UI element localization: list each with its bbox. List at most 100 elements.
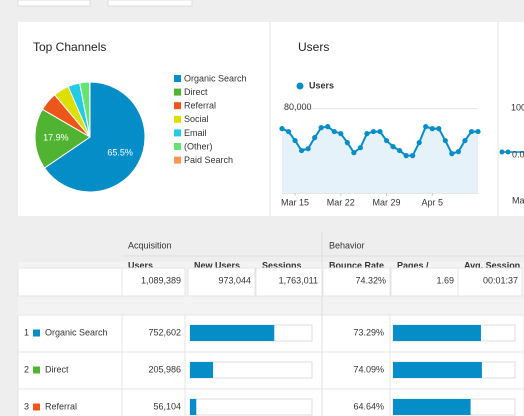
y-tick-label: 80,000 <box>284 102 312 112</box>
legend-label: Organic Search <box>184 73 247 83</box>
row-swatch <box>33 403 40 411</box>
x-tick-label: Mar 15 <box>281 197 309 207</box>
total-value: 1,763,011 <box>279 275 318 285</box>
point <box>351 150 357 156</box>
legend-label: (Other) <box>184 141 213 151</box>
total-value: 00:01:37 <box>483 275 518 285</box>
column-header: New Users <box>194 260 240 270</box>
row-rank: 3 <box>24 401 29 411</box>
total-value: 74.32% <box>355 275 386 285</box>
point <box>338 131 344 137</box>
point <box>364 131 370 137</box>
slice-label: 65.5% <box>107 147 133 157</box>
point <box>468 128 475 135</box>
point <box>344 140 350 146</box>
point <box>436 126 442 132</box>
bar <box>393 399 471 415</box>
total-value: 973,044 <box>218 275 251 285</box>
bar <box>190 325 275 341</box>
point <box>299 147 305 154</box>
legend-label: Direct <box>184 87 208 97</box>
tick-label: 0.0 <box>512 149 524 159</box>
point <box>285 128 292 135</box>
legend-swatch <box>174 129 181 137</box>
bar <box>190 399 197 415</box>
point <box>325 124 331 130</box>
group-label: Acquisition <box>128 240 172 250</box>
tab[interactable] <box>17 0 91 7</box>
point <box>377 128 383 135</box>
cell-value: 64.64% <box>353 401 384 411</box>
total-value: 1.69 <box>436 275 454 285</box>
legend-swatch <box>174 102 181 110</box>
point <box>475 128 481 135</box>
area <box>282 126 478 193</box>
cell-value: 56,104 <box>153 401 181 411</box>
channel-link[interactable]: Referral <box>45 401 77 411</box>
panel-title: Users <box>298 40 329 54</box>
point <box>357 145 363 151</box>
point <box>423 124 429 130</box>
point <box>416 140 422 146</box>
total-cell <box>187 267 256 297</box>
tick-label: 100 <box>511 102 524 112</box>
legend-label: Paid Search <box>184 155 233 165</box>
panel-title: Top Channels <box>33 40 106 54</box>
legend-swatch <box>174 115 181 123</box>
pie-slice <box>34 108 91 169</box>
legend-swatch <box>174 156 181 164</box>
total-label-cell <box>17 267 123 297</box>
legend-swatch <box>174 88 181 96</box>
channel-link[interactable]: Organic Search <box>45 327 108 337</box>
x-tick-label: Mar 22 <box>327 197 355 207</box>
bar <box>190 362 214 378</box>
point <box>390 144 396 150</box>
cell-value: 73.29% <box>353 327 384 337</box>
point <box>305 146 311 152</box>
cropped-dot <box>505 149 511 155</box>
row-rank: 1 <box>24 327 29 337</box>
point <box>462 137 468 144</box>
column-header: Users <box>128 260 153 270</box>
tab[interactable] <box>107 0 193 7</box>
legend-label: Social <box>184 114 209 124</box>
point <box>279 126 285 132</box>
column-header: Avg. Session <box>464 260 520 270</box>
point <box>383 137 390 144</box>
total-cell <box>457 267 523 297</box>
group-label: Behavior <box>329 240 365 250</box>
pie-slice <box>43 81 146 193</box>
legend-dot <box>296 82 304 90</box>
row-swatch <box>33 366 40 374</box>
point <box>397 147 403 154</box>
legend-label: Email <box>184 128 207 138</box>
legend-label: Referral <box>184 101 216 111</box>
point <box>429 126 435 132</box>
x-tick-label: Apr 5 <box>422 197 444 207</box>
point <box>442 137 448 144</box>
total-cell <box>322 267 391 297</box>
point <box>410 153 416 159</box>
point <box>403 153 409 159</box>
cell-value: 205,986 <box>148 364 181 374</box>
point <box>455 149 461 155</box>
column-header: Sessions <box>262 260 302 270</box>
legend-label: Users <box>309 80 334 90</box>
point <box>312 135 318 141</box>
cropped-dot <box>499 149 505 155</box>
point <box>331 128 337 135</box>
column-header: Bounce Rate <box>329 260 384 270</box>
cell-value: 74.09% <box>353 364 384 374</box>
point <box>449 151 455 157</box>
row-swatch <box>33 329 40 337</box>
row-rank: 2 <box>24 364 29 374</box>
bar-track <box>189 398 313 416</box>
header-band <box>18 226 524 262</box>
legend-swatch <box>174 143 181 150</box>
total-cell <box>390 267 459 297</box>
slice-label: 17.9% <box>43 133 69 143</box>
point <box>370 128 377 135</box>
channel-link[interactable]: Direct <box>45 364 69 374</box>
